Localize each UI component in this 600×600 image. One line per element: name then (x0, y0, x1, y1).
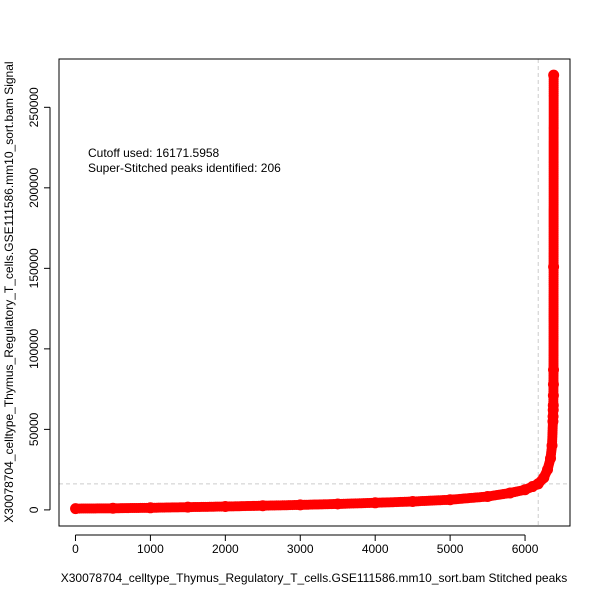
data-point (542, 464, 554, 476)
x-tick-label: 6000 (512, 542, 539, 556)
data-point (219, 501, 231, 513)
x-tick-label: 1000 (137, 542, 164, 556)
data-point (294, 499, 306, 511)
cutoff-annotation: Cutoff used: 16171.5958 (88, 146, 220, 160)
reference-lines (59, 59, 570, 526)
x-tick-label: 2000 (212, 542, 239, 556)
data-point (70, 503, 82, 515)
data-point (548, 69, 560, 81)
data-series (70, 69, 560, 515)
data-point (182, 501, 194, 513)
data-point (548, 261, 560, 273)
x-tick-label: 5000 (437, 542, 464, 556)
y-tick-label: 150000 (27, 248, 41, 288)
data-point (407, 496, 419, 508)
data-point (548, 364, 560, 376)
y-axis: 0 50000 100000 150000 200000 250000 (27, 87, 51, 513)
data-point (547, 378, 559, 390)
plot-box (58, 58, 571, 527)
data-point (482, 491, 494, 503)
y-tick-label: 250000 (27, 87, 41, 127)
data-point (332, 498, 344, 510)
data-point (545, 452, 557, 464)
data-point (504, 487, 516, 499)
x-tick-label: 0 (72, 542, 79, 556)
data-point (144, 502, 156, 514)
data-point (547, 399, 559, 411)
y-tick-label: 0 (27, 506, 41, 513)
y-axis-label: X30078704_celltype_Thymus_Regulatory_T_c… (2, 61, 16, 522)
data-point (547, 390, 559, 402)
data-point (546, 439, 558, 451)
x-tick-label: 3000 (287, 542, 314, 556)
y-tick-label: 100000 (27, 329, 41, 369)
data-point (369, 497, 381, 509)
y-tick-label: 200000 (27, 167, 41, 207)
data-point (107, 502, 119, 514)
data-point (444, 494, 456, 506)
super-peaks-annotation: Super-Stitched peaks identified: 206 (88, 161, 281, 175)
y-tick-label: 50000 (27, 412, 41, 446)
x-tick-label: 4000 (362, 542, 389, 556)
data-point (257, 500, 269, 512)
x-axis-label: X30078704_celltype_Thymus_Regulatory_T_c… (61, 571, 568, 585)
x-axis: 0 1000 2000 3000 4000 5000 6000 (72, 534, 539, 556)
